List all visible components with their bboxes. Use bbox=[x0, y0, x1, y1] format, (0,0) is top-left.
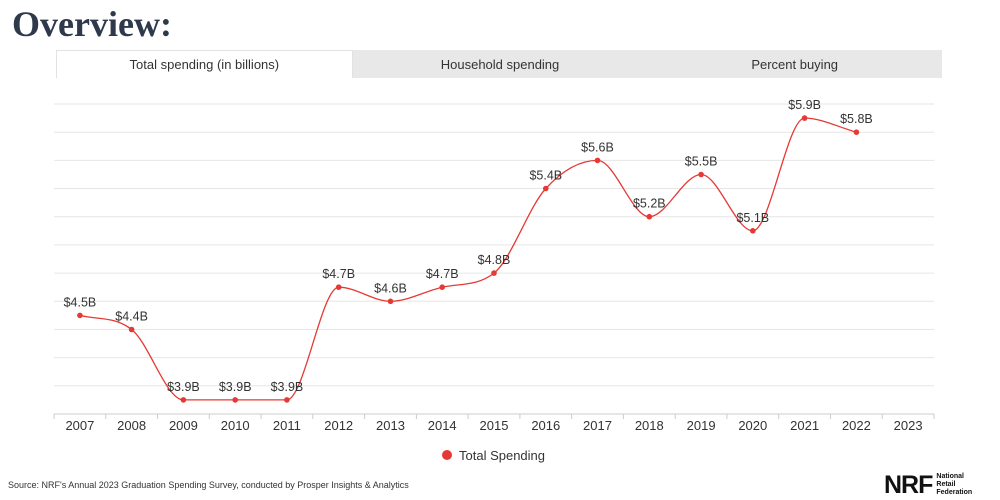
x-tick-label: 2020 bbox=[738, 418, 767, 433]
data-label: $3.9B bbox=[167, 380, 200, 394]
x-tick-label: 2022 bbox=[842, 418, 871, 433]
data-point[interactable] bbox=[594, 157, 601, 164]
data-label: $3.9B bbox=[271, 380, 304, 394]
data-label: $4.7B bbox=[426, 267, 459, 281]
data-label: $5.1B bbox=[736, 211, 769, 225]
logo-word-2: Retail bbox=[936, 481, 956, 488]
data-label: $4.4B bbox=[115, 310, 148, 324]
grid-lines bbox=[54, 103, 934, 415]
source-note: Source: NRF's Annual 2023 Graduation Spe… bbox=[8, 480, 409, 490]
logo-word-1: National bbox=[936, 473, 965, 480]
tab-bar: Total spending (in billions) Household s… bbox=[56, 50, 943, 78]
x-tick-label: 2015 bbox=[480, 418, 509, 433]
line-chart: 2007 2008 2009 2010 2011 2012 2013 2014 2015 2016… bbox=[53, 98, 935, 463]
data-labels: $4.5B $4.4B $3.9B $3.9B $3.9B $4.7B $4.6B $4.7B… bbox=[64, 98, 873, 394]
data-point[interactable] bbox=[180, 397, 187, 403]
logo-word-3: Federation bbox=[936, 489, 973, 496]
data-point[interactable] bbox=[335, 284, 342, 291]
data-point[interactable] bbox=[543, 185, 549, 192]
x-tick-label: 2018 bbox=[635, 418, 664, 433]
data-point[interactable] bbox=[750, 228, 756, 234]
data-label: $5.6B bbox=[581, 140, 614, 154]
data-point[interactable] bbox=[491, 270, 497, 276]
data-point[interactable] bbox=[387, 298, 394, 305]
data-point[interactable] bbox=[232, 397, 238, 403]
legend[interactable]: Total Spending bbox=[442, 448, 545, 463]
x-tick-label: 2021 bbox=[790, 418, 819, 433]
data-label: $5.2B bbox=[633, 197, 666, 211]
data-point[interactable] bbox=[801, 115, 808, 121]
data-label: $4.6B bbox=[374, 281, 407, 295]
x-tick-label: 2016 bbox=[531, 418, 560, 433]
x-tick-label: 2013 bbox=[376, 418, 405, 433]
x-tick-label: 2019 bbox=[687, 418, 716, 433]
data-label: $4.7B bbox=[322, 267, 355, 281]
data-point[interactable] bbox=[128, 326, 135, 333]
data-label: $4.8B bbox=[478, 253, 511, 267]
data-point[interactable] bbox=[284, 397, 290, 403]
x-tick-label: 2017 bbox=[583, 418, 612, 433]
x-tick-label: 2012 bbox=[324, 418, 353, 433]
x-tick-label: 2023 bbox=[894, 418, 923, 433]
series-lines bbox=[79, 117, 857, 401]
data-label: $4.5B bbox=[64, 295, 97, 309]
data-point[interactable] bbox=[646, 213, 653, 220]
nrf-logo: NRF National Retail Federation bbox=[884, 472, 972, 498]
legend-marker bbox=[442, 450, 452, 460]
series-points bbox=[77, 115, 860, 403]
tab-household-spending[interactable]: Household spending bbox=[352, 50, 648, 78]
data-label: $5.9B bbox=[788, 98, 821, 112]
legend-label: Total Spending bbox=[459, 448, 545, 463]
page-title: Overview: bbox=[12, 4, 172, 44]
tab-percent-buying[interactable]: Percent buying bbox=[647, 50, 943, 78]
data-label: $5.8B bbox=[840, 112, 873, 126]
data-point[interactable] bbox=[439, 284, 446, 291]
x-tick-label: 2008 bbox=[117, 418, 146, 433]
logo-words: National Retail Federation bbox=[936, 473, 972, 497]
tab-total-spending[interactable]: Total spending (in billions) bbox=[56, 50, 353, 78]
x-tick-label: 2009 bbox=[169, 418, 198, 433]
x-tick-label: 2007 bbox=[65, 418, 94, 433]
data-point[interactable] bbox=[853, 129, 860, 135]
data-point[interactable] bbox=[698, 171, 704, 178]
x-tick-label: 2010 bbox=[221, 418, 250, 433]
data-point[interactable] bbox=[77, 312, 83, 319]
data-label: $3.9B bbox=[219, 380, 252, 394]
data-label: $5.5B bbox=[685, 155, 718, 169]
x-tick-label: 2011 bbox=[273, 418, 301, 433]
x-axis: 2007 2008 2009 2010 2011 2012 2013 2014 2015 2016… bbox=[53, 414, 935, 433]
x-tick-label: 2014 bbox=[428, 418, 457, 433]
data-label: $5.4B bbox=[529, 169, 562, 183]
logo-mark: NRF bbox=[884, 471, 933, 499]
series-line-total-spending bbox=[79, 117, 857, 401]
